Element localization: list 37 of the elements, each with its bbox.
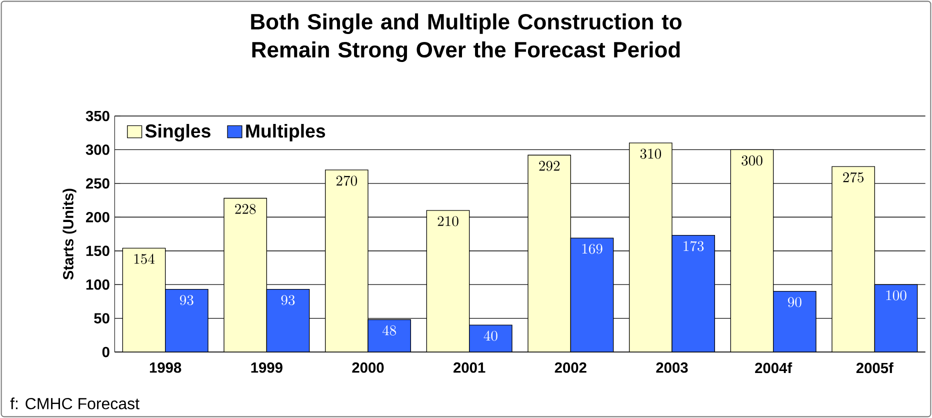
- x-tick-label: 1998: [150, 362, 182, 373]
- data-label: 300: [742, 156, 762, 166]
- data-label: 93: [281, 295, 295, 306]
- data-label: 173: [684, 241, 704, 252]
- y-tick-label: 50: [94, 313, 110, 324]
- data-label: 48: [382, 325, 396, 336]
- text: f: CMHC Forecast: [10, 398, 140, 410]
- data-label: 100: [886, 290, 906, 300]
- x-tick-label: 2002: [554, 362, 586, 373]
- x-tick-label: 1999: [251, 362, 282, 373]
- y-tick-label: 100: [86, 279, 110, 290]
- data-label: 169: [582, 244, 602, 254]
- y-tick-label: 350: [86, 110, 110, 122]
- data-label: 210: [438, 216, 458, 226]
- data-label: 292: [539, 160, 560, 171]
- y-tick-label: 0: [102, 346, 110, 358]
- x-tick-label: 2004f: [755, 362, 792, 374]
- data-label: 270: [336, 176, 358, 186]
- x-tick-label: 2003: [656, 362, 688, 373]
- y-tick-label: 150: [86, 246, 110, 256]
- x-tick-label: 2001: [454, 362, 486, 373]
- y-tick-label: 200: [86, 212, 110, 222]
- data-label: 228: [235, 204, 256, 214]
- data-label: 93: [180, 295, 194, 306]
- data-label: 310: [640, 148, 662, 159]
- data-label: 154: [134, 254, 155, 264]
- data-label: 90: [788, 297, 802, 308]
- x-tick-label: 2000: [352, 362, 384, 373]
- legend-label: Singles: [145, 124, 210, 142]
- legend-label: Multiples: [246, 124, 326, 142]
- data-label: 40: [484, 330, 498, 341]
- x-tick-label: 2005f: [856, 362, 894, 374]
- data-label: 275: [843, 172, 864, 182]
- y-tick-label: 250: [86, 178, 110, 189]
- y-tick-label: 300: [86, 144, 110, 155]
- chart-title: Both Single and Multiple Construction to Remain Strong Over the Forecast Period: [251, 13, 682, 62]
- y-axis-title: Starts (Units): [62, 188, 76, 280]
